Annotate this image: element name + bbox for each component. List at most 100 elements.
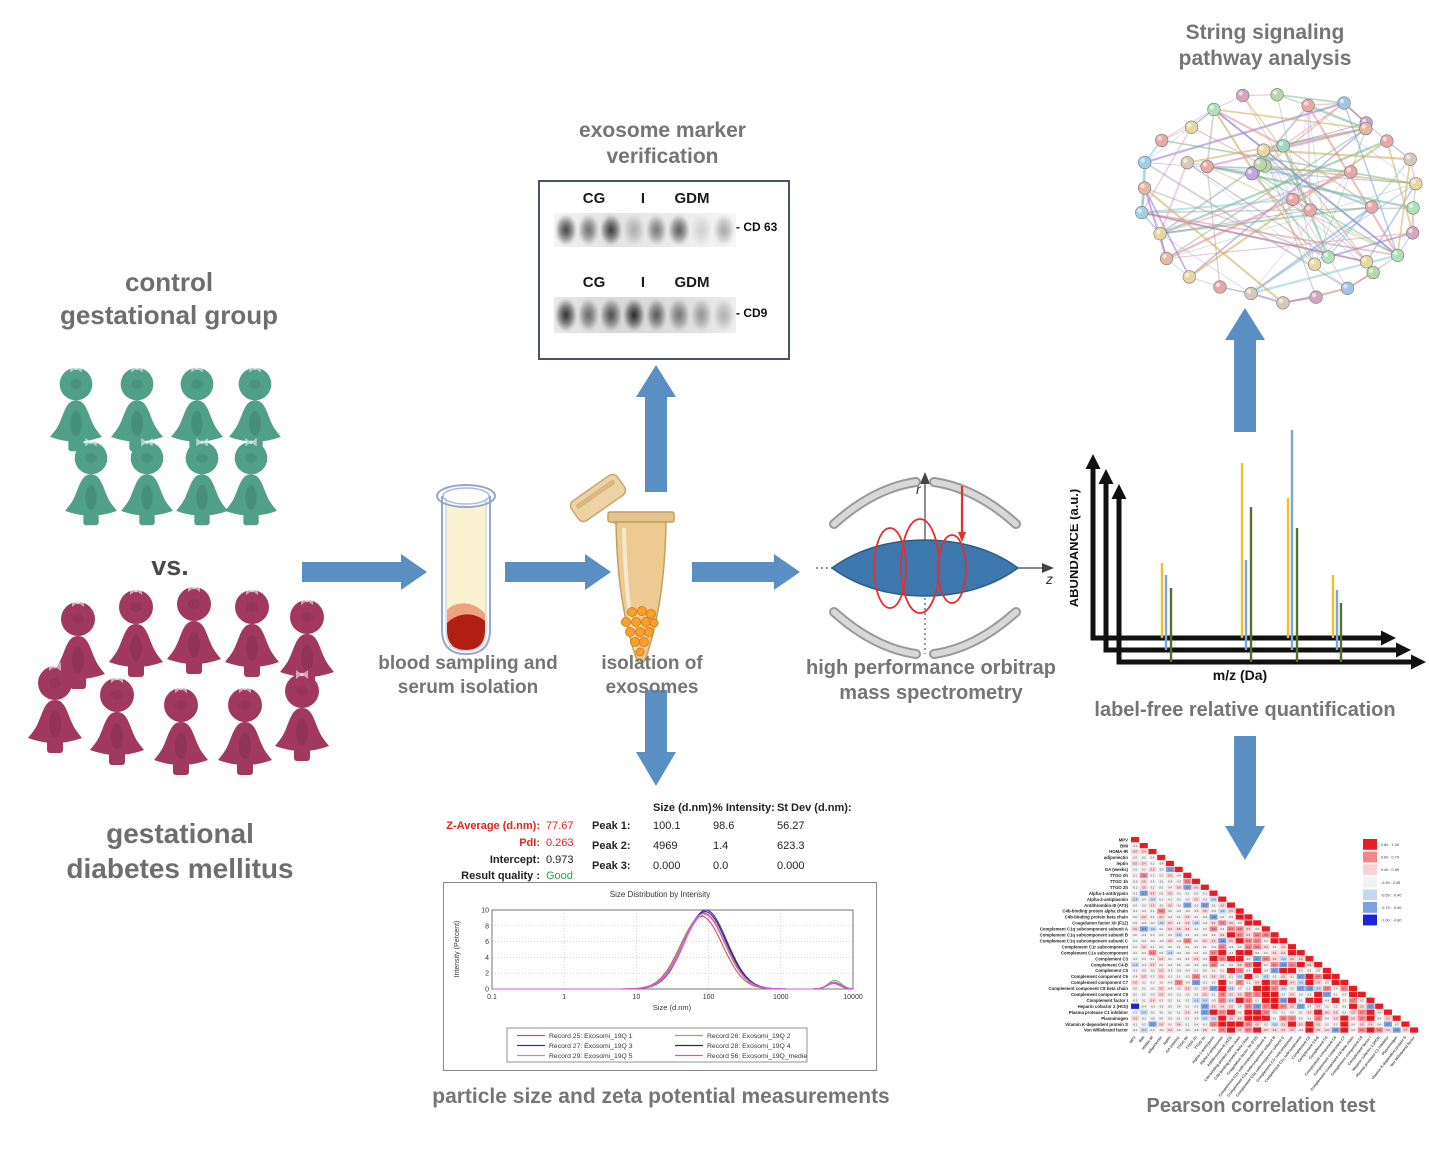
dls-peak-value: 0.000 [653, 860, 681, 872]
svg-text:1: 1 [1256, 921, 1258, 925]
svg-text:0.2: 0.2 [1229, 981, 1233, 985]
svg-text:-0.4: -0.4 [1142, 1004, 1147, 1008]
svg-text:0.6: 0.6 [1177, 981, 1181, 985]
svg-text:-0.7: -0.7 [1150, 1022, 1155, 1026]
svg-text:0.2: 0.2 [1186, 1016, 1190, 1020]
svg-text:0.9: 0.9 [1334, 981, 1338, 985]
svg-text:0.5: 0.5 [1159, 969, 1163, 973]
svg-text:0.6: 0.6 [1186, 921, 1190, 925]
svg-text:Complement C1s subcomponent: Complement C1s subcomponent [1061, 950, 1129, 955]
svg-text:-0.7: -0.7 [1298, 987, 1303, 991]
svg-text:0.7: 0.7 [1238, 981, 1242, 985]
svg-text:0.7: 0.7 [1220, 957, 1224, 961]
svg-text:-0.1: -0.1 [1194, 933, 1199, 937]
svg-text:0.4: 0.4 [1133, 903, 1137, 907]
svg-text:0.7: 0.7 [1343, 987, 1347, 991]
svg-text:0.9: 0.9 [1351, 993, 1355, 997]
svg-text:1: 1 [1361, 993, 1363, 997]
svg-text:-0.3: -0.3 [1203, 933, 1208, 937]
svg-text:1: 1 [1143, 844, 1145, 848]
svg-text:-0.2: -0.2 [1194, 963, 1199, 967]
western-blot-title: exosome marker verification [579, 119, 746, 169]
svg-text:1.0: 1.0 [1220, 1016, 1224, 1020]
svg-text:0.5: 0.5 [1247, 927, 1251, 931]
svg-text:0.1: 0.1 [1142, 987, 1146, 991]
svg-text:0.4: 0.4 [1151, 998, 1155, 1002]
svg-text:0.3: 0.3 [1159, 951, 1163, 955]
svg-text:0.9: 0.9 [1255, 987, 1259, 991]
svg-text:0.3: 0.3 [1238, 987, 1242, 991]
svg-text:6: 6 [485, 939, 489, 946]
svg-text:4: 4 [485, 955, 489, 962]
svg-text:-0.2: -0.2 [1203, 897, 1208, 901]
svg-text:0.3: 0.3 [1299, 993, 1303, 997]
wb-lane-band [578, 299, 599, 331]
svg-text:-0.2: -0.2 [1168, 915, 1173, 919]
svg-text:0.5: 0.5 [1229, 1004, 1233, 1008]
svg-text:0.6: 0.6 [1229, 921, 1233, 925]
svg-text:0.3: 0.3 [1308, 969, 1312, 973]
svg-text:-0.2: -0.2 [1150, 921, 1155, 925]
svg-text:0.3: 0.3 [1351, 1028, 1355, 1032]
svg-text:0.1: 0.1 [1168, 957, 1172, 961]
svg-text:-0.1: -0.1 [1194, 945, 1199, 949]
svg-text:1.0: 1.0 [1212, 1010, 1216, 1014]
svg-text:0.3: 0.3 [1159, 998, 1163, 1002]
svg-text:-0.6: -0.6 [1281, 987, 1286, 991]
orbitrap-z-axis-label: z [1045, 571, 1053, 587]
orbitrap-caption: high performance orbitrap mass spectrome… [805, 657, 1057, 705]
svg-text:0.5: 0.5 [1168, 891, 1172, 895]
svg-text:-0.5: -0.5 [1264, 975, 1269, 979]
svg-text:1.0: 1.0 [1290, 969, 1294, 973]
svg-text:0.7: 0.7 [1220, 998, 1224, 1002]
svg-text:0.3: 0.3 [1325, 981, 1329, 985]
svg-text:-0.1: -0.1 [1168, 975, 1173, 979]
svg-text:0.5: 0.5 [1142, 975, 1146, 979]
svg-text:0.3: 0.3 [1168, 933, 1172, 937]
dls-peak-header: St Dev (d.nm): [777, 802, 852, 814]
svg-text:1.0: 1.0 [1238, 1022, 1242, 1026]
svg-text:0.2: 0.2 [1194, 891, 1198, 895]
svg-text:-0.7: -0.7 [1272, 969, 1277, 973]
svg-text:0.5: 0.5 [1334, 1010, 1338, 1014]
svg-text:-0.4: -0.4 [1203, 957, 1208, 961]
svg-text:0.2: 0.2 [1186, 957, 1190, 961]
svg-text:0.7: 0.7 [1238, 933, 1242, 937]
svg-text:0.6: 0.6 [1247, 933, 1251, 937]
svg-text:-0.5: -0.5 [1194, 998, 1199, 1002]
svg-text:TTGO 2h: TTGO 2h [1110, 885, 1129, 890]
svg-text:0.3: 0.3 [1151, 975, 1155, 979]
svg-text:0.2: 0.2 [1151, 1028, 1155, 1032]
dls-stat-label: Result quality : [461, 870, 540, 882]
svg-text:-0.4: -0.4 [1142, 1010, 1147, 1014]
svg-text:1: 1 [1413, 1028, 1415, 1032]
svg-text:0.2: 0.2 [1343, 1010, 1347, 1014]
svg-text:0.9: 0.9 [1255, 963, 1259, 967]
svg-text:TTGO 0h: TTGO 0h [1110, 873, 1129, 878]
wb-lane-band [669, 215, 689, 245]
svg-text:1.0: 1.0 [1308, 1022, 1312, 1026]
dls-stat-value: 0.263 [546, 837, 574, 849]
svg-text:1: 1 [1387, 1010, 1389, 1014]
svg-text:-0.3: -0.3 [1194, 1016, 1199, 1020]
svg-text:1.0: 1.0 [1247, 1016, 1251, 1020]
svg-text:0.3: 0.3 [1238, 945, 1242, 949]
svg-text:Intensity (Percent): Intensity (Percent) [454, 921, 461, 978]
svg-text:-0.0: -0.0 [1159, 1028, 1164, 1032]
svg-text:0.1: 0.1 [1273, 1016, 1277, 1020]
svg-text:-0.3: -0.3 [1229, 945, 1234, 949]
svg-text:0.9: 0.9 [1255, 1010, 1259, 1014]
svg-text:0.6: 0.6 [1212, 939, 1216, 943]
svg-text:Plasminogen: Plasminogen [1101, 1016, 1128, 1021]
svg-text:-0.4: -0.4 [1229, 951, 1234, 955]
wb-lane-band [646, 215, 667, 245]
dls-peak-value: 0.0 [713, 860, 729, 872]
svg-text:-0.4: -0.4 [1194, 1010, 1199, 1014]
svg-text:0.4: 0.4 [1377, 1022, 1381, 1026]
gdm-group-figures [28, 583, 334, 775]
svg-text:-0.8: -0.8 [1333, 1028, 1338, 1032]
svg-text:0.4: 0.4 [1212, 921, 1216, 925]
svg-text:10: 10 [633, 994, 641, 1001]
dls-stat-label: Z-Average (d.nm): [446, 820, 540, 832]
dls-peak-value: 98.6 [713, 820, 735, 832]
